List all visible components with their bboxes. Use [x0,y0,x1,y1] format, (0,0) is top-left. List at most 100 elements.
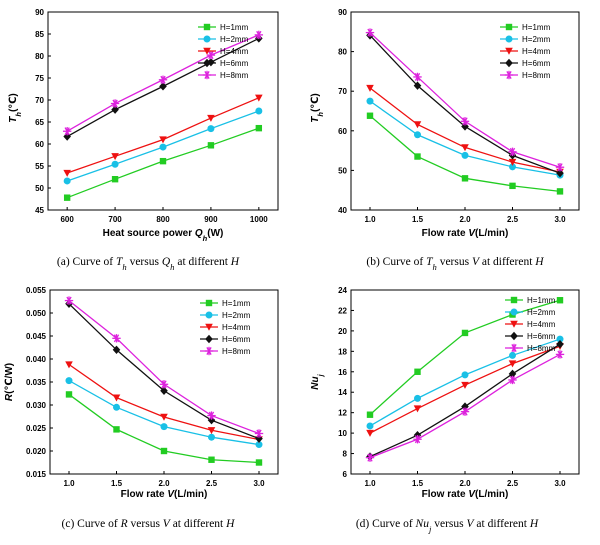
data-point-H=1mm [207,142,215,149]
caption: (a) Curve of Th versus Qh at different H [57,256,240,272]
data-point-H=1mm [366,411,374,418]
data-point-H=6mm [159,82,167,91]
legend-marker [203,58,211,68]
legend-marker [510,331,518,341]
legend-marker [505,47,513,55]
data-point-H=2mm [366,422,374,430]
y-tick-label: 8 [343,450,348,459]
data-point-H=2mm [366,97,374,105]
legend-marker [505,58,513,68]
x-tick-label: 3.0 [554,479,566,488]
legend-marker [204,346,214,356]
data-point-H=8mm [110,99,120,108]
x-tick-label: 700 [108,215,122,224]
data-point-H=2mm [207,125,215,133]
data-point-H=6mm [508,369,517,379]
data-point-H=2mm [509,163,516,171]
y-tick-label: 80 [338,48,347,57]
data-point-H=1mm [65,391,73,398]
data-point-H=4mm [461,381,469,389]
data-point-H=1mm [461,329,469,337]
legend-label: H=1mm [522,23,551,32]
data-point-H=8mm [365,453,375,462]
data-point-H=6mm [112,345,121,354]
y-tick-label: 85 [35,30,44,39]
x-tick-label: 1.0 [364,215,376,224]
legend-marker [205,311,213,319]
data-point-H=2mm [414,394,421,402]
y-tick-label: 10 [338,429,347,438]
legend-label: H=2mm [527,308,556,317]
data-point-H=1mm [255,459,263,466]
series-line-H=6mm [369,343,561,458]
x-tick-label: 2.5 [507,479,519,488]
y-tick-label: 12 [338,409,347,418]
data-point-H=8mm [460,407,470,416]
y-tick-label: 70 [338,87,347,96]
legend-marker [510,308,518,316]
data-point-H=4mm [65,361,73,369]
data-point-H=1mm [159,157,167,165]
y-tick-label: 60 [35,140,44,149]
data-point-H=8mm [508,375,517,385]
legend-label: H=6mm [527,332,556,341]
data-point-H=4mm [508,360,517,368]
data-point-H=8mm [555,350,565,359]
legend-label: H=6mm [220,59,249,68]
data-point-H=1mm [461,175,469,182]
x-axis-label: Flow rate V(L/min) [422,489,509,500]
y-tick-label: 0.020 [26,447,47,456]
data-point-H=2mm [159,143,167,151]
caption: (c) Curve of R versus V at different H [62,518,236,530]
y-tick-label: 0.015 [26,470,47,479]
legend-label: H=4mm [220,47,249,56]
data-point-H=8mm [159,380,169,389]
y-tick-label: 0.035 [26,378,47,387]
data-point-H=1mm [509,182,516,190]
data-point-H=8mm [365,28,375,37]
y-tick-label: 0.045 [26,332,47,341]
data-point-H=2mm [208,433,215,441]
y-tick-label: 50 [35,184,44,193]
data-point-H=2mm [65,377,73,385]
legend-marker [205,334,213,344]
series-line-H=8mm [68,300,260,435]
y-tick-label: 70 [35,96,44,105]
data-point-H=1mm [556,188,564,195]
legend-label: H=1mm [527,296,556,305]
y-axis-label: Nuj [310,373,325,389]
y-tick-label: 20 [338,327,347,336]
legend-marker [205,299,213,307]
data-point-H=8mm [508,147,517,156]
y-tick-label: 16 [338,368,347,377]
data-point-H=1mm [255,124,263,132]
y-axis-label: Th(℃) [8,93,23,122]
data-point-H=8mm [206,50,216,60]
x-axis-label: Flow rate V(L/min) [422,228,509,239]
x-tick-label: 1.0 [364,479,376,488]
data-point-H=4mm [207,427,216,435]
chart-panel-d: 6 8 10 12 14 16 18 20 22 24 1.0 1.5 2.0 2.5 3.0 Flow ra… [310,286,580,534]
legend-label: H=6mm [522,59,551,68]
data-point-H=4mm [207,114,215,122]
data-point-H=4mm [461,144,469,152]
x-tick-label: 3.0 [253,479,265,488]
data-point-H=2mm [509,351,516,359]
y-tick-label: 14 [338,388,347,397]
data-point-H=1mm [63,194,71,201]
y-axis-label: Th(℃) [310,93,325,122]
legend-label: H=2mm [220,35,249,44]
x-tick-label: 800 [156,215,170,224]
data-point-H=8mm [62,127,72,136]
data-point-H=1mm [113,426,120,433]
y-tick-label: 75 [35,74,44,83]
data-point-H=4mm [160,413,168,421]
legend-marker [205,323,213,331]
x-tick-label: 1.5 [412,479,424,488]
data-point-H=1mm [208,456,215,463]
legend-label: H=1mm [222,299,251,308]
data-point-H=1mm [366,112,374,119]
y-tick-label: 60 [338,127,347,136]
data-point-H=2mm [255,107,263,115]
data-point-H=1mm [414,153,421,160]
